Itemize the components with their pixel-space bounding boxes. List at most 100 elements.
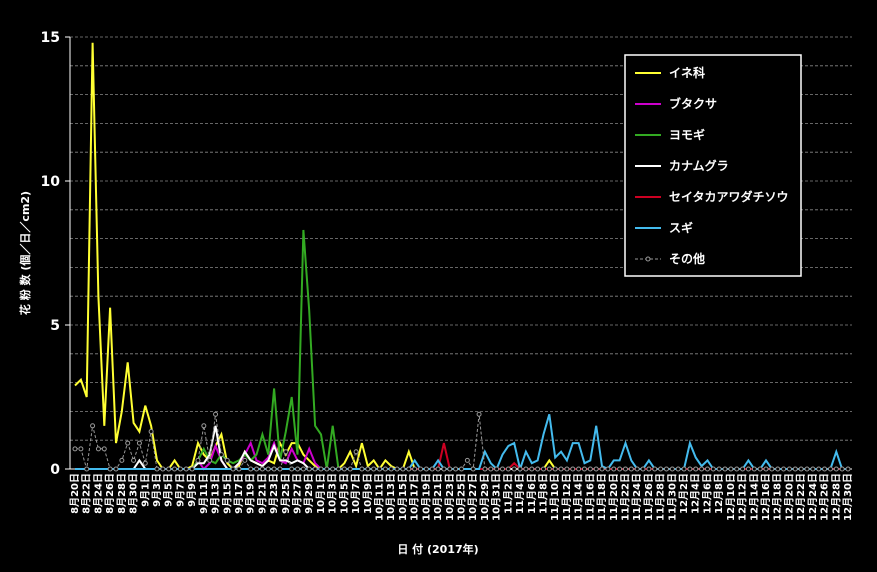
x-tick-label: 12月12日 [737,473,749,521]
point [751,466,757,472]
point [353,449,359,455]
point [300,466,306,472]
point [587,466,593,472]
x-tick-label: 10月5日 [338,473,350,514]
point [148,429,154,435]
point [517,466,523,472]
legend-label: スギ [669,220,693,235]
legend-label: カナムグラ [669,158,729,173]
point [593,466,599,472]
x-tick-label: 11月18日 [596,473,608,521]
x-tick-label: 9月9日 [186,473,198,507]
point [786,466,792,472]
x-tick-label: 9月29日 [303,473,315,514]
y-axis-label: 花 粉 数 (個／日／cm2) [18,191,32,315]
point [476,411,482,417]
x-tick-label: 9月3日 [151,473,163,507]
point [341,466,347,472]
point [716,466,722,472]
point [535,466,541,472]
x-tick-label: 10月3日 [327,473,339,514]
point [810,466,816,472]
x-tick-label: 9月11日 [198,473,210,514]
x-tick-label: 11月10日 [549,473,561,521]
x-tick-label: 8月30日 [128,473,140,514]
legend-marker [645,256,651,262]
point [101,446,107,452]
point [646,466,652,472]
x-tick-label: 8月20日 [69,473,81,514]
point [704,466,710,472]
x-tick-label: 12月28日 [830,473,842,521]
point [248,466,254,472]
x-tick-label: 11月16日 [584,473,596,521]
y-tick-label: 15 [41,30,60,46]
legend-label: ヨモギ [669,127,705,142]
x-tick-label: 9月13日 [210,473,222,514]
x-tick-label: 8月24日 [92,473,104,514]
point [599,466,605,472]
point [347,466,353,472]
series-line [75,442,848,470]
point [710,466,716,472]
x-tick-label: 12月24日 [807,473,819,521]
series-line [75,414,848,473]
x-tick-label: 12月10日 [725,473,737,521]
point [669,466,675,472]
x-tick-label: 8月22日 [81,473,93,514]
point [72,446,78,452]
point [183,466,189,472]
point [166,466,172,472]
point [195,457,201,463]
point [207,457,213,463]
x-tick-label: 12月16日 [760,473,772,521]
point [833,466,839,472]
legend-label: イネ科 [669,65,705,80]
x-tick-label: 10月13日 [385,473,397,521]
point [177,466,183,472]
x-tick-label: 10月29日 [479,473,491,521]
point [371,466,377,472]
point [728,466,734,472]
y-tick-label: 5 [50,318,60,334]
point [271,466,277,472]
x-tick-label: 8月28日 [116,473,128,514]
point [459,466,464,472]
x-tick-label: 10月19日 [420,473,432,521]
point [189,466,195,472]
x-tick-label: 11月14日 [573,473,585,521]
point [769,466,775,472]
x-tick-label: 10月11日 [374,473,386,521]
x-tick-label: 9月25日 [280,473,292,514]
legend-label: セイタカアワダチソウ [669,189,789,204]
point [377,466,383,472]
point [617,466,623,472]
point [775,466,781,472]
x-tick-label: 12月2日 [678,473,690,514]
point [552,466,558,472]
point [365,466,371,472]
x-tick-label: 9月21日 [256,473,268,514]
point [154,466,160,472]
point [213,411,219,417]
point [757,466,763,472]
x-tick-label: 9月27日 [292,473,304,514]
x-axis-label: 日 付 (2017年) [397,542,478,556]
point [734,466,740,472]
point [798,466,804,472]
point [90,423,96,429]
point [330,466,336,472]
point [581,466,587,472]
point [822,466,828,472]
point [265,466,271,472]
x-tick-label: 11月26日 [643,473,655,521]
point [804,466,810,472]
x-tick-label: 12月14日 [748,473,760,521]
x-tick-label: 9月7日 [174,473,186,507]
point [570,466,576,472]
series-line [75,440,848,471]
point [289,466,295,472]
point [722,466,728,472]
point [259,466,265,472]
point [277,466,283,472]
